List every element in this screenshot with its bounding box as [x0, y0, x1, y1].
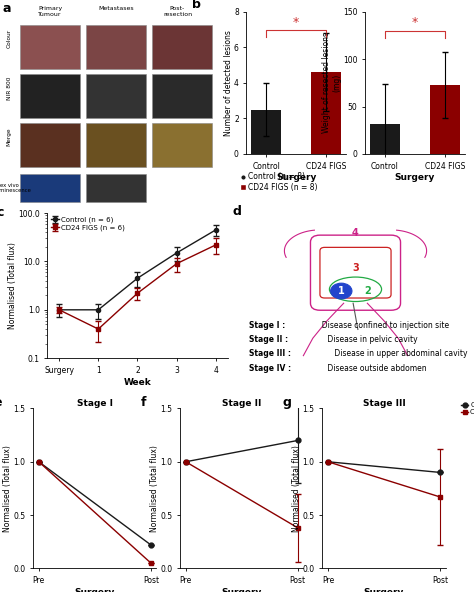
Y-axis label: Normalised (Total flux): Normalised (Total flux)	[150, 445, 159, 532]
Text: NIR 800: NIR 800	[7, 76, 11, 99]
FancyBboxPatch shape	[153, 24, 211, 69]
Legend: Control, CD24 FIGS: Control, CD24 FIGS	[458, 399, 474, 418]
FancyBboxPatch shape	[86, 24, 146, 69]
FancyBboxPatch shape	[86, 123, 146, 168]
Title: Stage III: Stage III	[363, 398, 405, 408]
Text: Primary
Tumour: Primary Tumour	[38, 6, 62, 17]
Text: Metastases: Metastases	[98, 6, 134, 11]
FancyBboxPatch shape	[20, 73, 80, 118]
Bar	[430, 85, 460, 154]
Circle shape	[331, 283, 352, 299]
Text: Stage I :: Stage I :	[249, 321, 285, 330]
FancyBboxPatch shape	[20, 24, 80, 69]
Bar	[370, 124, 400, 154]
Text: f: f	[141, 395, 146, 408]
Y-axis label: Normalised (Total flux): Normalised (Total flux)	[3, 445, 12, 532]
Text: Colour: Colour	[7, 29, 11, 49]
Text: 3: 3	[352, 263, 359, 274]
Text: d: d	[232, 205, 241, 218]
Text: g: g	[283, 395, 292, 408]
Text: Stage IV :: Stage IV :	[249, 363, 291, 373]
Text: Merge: Merge	[7, 127, 11, 146]
Bar	[311, 72, 341, 154]
Y-axis label: Number of detected lesions: Number of detected lesions	[224, 30, 233, 136]
Bar	[251, 110, 281, 154]
Text: Disease outside abdomen: Disease outside abdomen	[325, 363, 426, 373]
Y-axis label: Normalised (Total flux): Normalised (Total flux)	[292, 445, 301, 532]
Text: e: e	[0, 395, 2, 408]
X-axis label: Surgery: Surgery	[221, 588, 262, 592]
Text: b: b	[191, 0, 201, 11]
Text: Disease in upper abdominal cavity: Disease in upper abdominal cavity	[332, 349, 468, 358]
Legend: Control (n = 6), CD24 FIGS (n = 6): Control (n = 6), CD24 FIGS (n = 6)	[51, 217, 125, 231]
Text: 2: 2	[364, 286, 371, 296]
X-axis label: Surgery: Surgery	[364, 588, 404, 592]
Text: Disease confined to injection site: Disease confined to injection site	[317, 321, 449, 330]
X-axis label: Surgery: Surgery	[276, 173, 317, 182]
FancyBboxPatch shape	[86, 173, 146, 202]
Text: Disease in pelvic cavity: Disease in pelvic cavity	[325, 335, 417, 344]
FancyBboxPatch shape	[20, 123, 80, 168]
FancyBboxPatch shape	[20, 173, 80, 202]
Title: Stage I: Stage I	[77, 398, 113, 408]
Title: Stage II: Stage II	[222, 398, 262, 408]
Text: ex vivo
Bioluminescence: ex vivo Bioluminescence	[0, 182, 32, 194]
Text: *: *	[293, 16, 300, 28]
FancyBboxPatch shape	[86, 73, 146, 118]
Text: Stage II :: Stage II :	[249, 335, 288, 344]
Text: Post-
resection: Post- resection	[163, 6, 192, 17]
Text: a: a	[2, 2, 11, 15]
Text: c: c	[0, 206, 4, 219]
Text: 4: 4	[352, 229, 359, 239]
FancyBboxPatch shape	[153, 123, 211, 168]
X-axis label: Week: Week	[124, 378, 151, 387]
X-axis label: Surgery: Surgery	[74, 588, 115, 592]
Legend: Control (n = 8), CD24 FIGS (n = 8): Control (n = 8), CD24 FIGS (n = 8)	[241, 172, 317, 192]
Text: 1: 1	[338, 286, 345, 296]
Text: *: *	[411, 16, 418, 29]
Text: Stage III :: Stage III :	[249, 349, 291, 358]
Y-axis label: Normalised (Total flux): Normalised (Total flux)	[8, 242, 17, 329]
FancyBboxPatch shape	[153, 73, 211, 118]
X-axis label: Surgery: Surgery	[394, 173, 435, 182]
Y-axis label: Weight of resected lesions
(mg): Weight of resected lesions (mg)	[322, 33, 341, 133]
